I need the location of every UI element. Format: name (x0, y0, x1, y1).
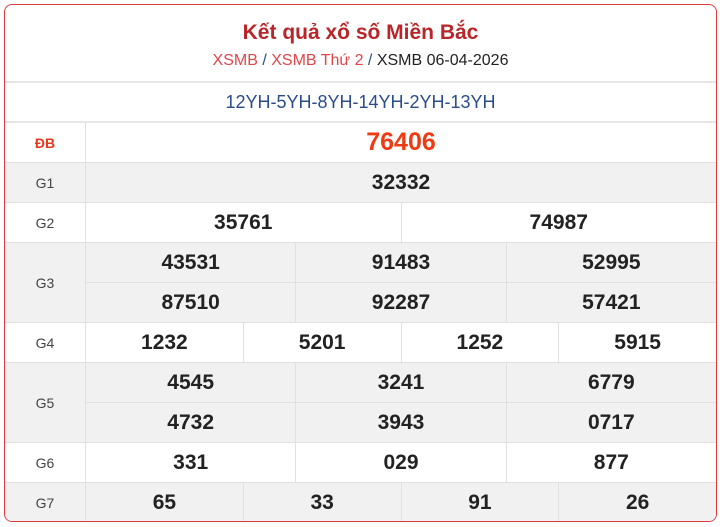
prize-number: 52995 (505, 243, 716, 282)
prize-table: ĐB 76406 G1 32332 G2 35761 74987 G3 43531 91483 52… (5, 123, 716, 521)
prize-line: 331 029 877 (86, 443, 716, 482)
prize-number: 92287 (295, 283, 505, 322)
results-header: Kết quả xổ số Miền Bắc XSMB / XSMB Thứ 2… (5, 5, 716, 83)
special-codes: 12YH-5YH-8YH-14YH-2YH-13YH (5, 83, 716, 123)
prize-line: 43531 91483 52995 (86, 243, 716, 282)
prize-row-db: ĐB 76406 (5, 123, 716, 163)
prize-row-g2: G2 35761 74987 (5, 203, 716, 243)
prize-number: 43531 (161, 250, 220, 274)
prize-label: ĐB (5, 123, 86, 162)
prize-number: 91 (400, 483, 559, 521)
breadcrumb-xsmb-thu-2[interactable]: XSMB Thứ 2 (271, 52, 364, 69)
prize-label: G5 (5, 363, 86, 442)
breadcrumb-separator: / (367, 52, 373, 69)
prize-number: 4545 (167, 370, 215, 394)
prize-number: 35761 (214, 210, 273, 234)
prize-number: 87510 (161, 290, 220, 314)
prize-label: G3 (5, 243, 86, 322)
breadcrumb-xsmb[interactable]: XSMB (212, 52, 258, 69)
prize-line: 76406 (86, 123, 716, 162)
prize-number: 029 (295, 443, 505, 482)
prize-line: 35761 74987 (86, 203, 716, 242)
prize-number: 65 (152, 490, 177, 514)
prize-number: 3943 (295, 403, 505, 442)
prize-number: 6779 (505, 363, 716, 402)
prize-number: 26 (558, 483, 716, 521)
prize-line: 87510 92287 57421 (86, 282, 716, 322)
prize-row-g6: G6 331 029 877 (5, 443, 716, 483)
breadcrumb-current: XSMB 06-04-2026 (376, 52, 509, 69)
prize-line: 32332 (86, 163, 716, 202)
prize-label: G7 (5, 483, 86, 521)
prize-number: 331 (173, 450, 209, 474)
prize-line: 4545 3241 6779 (86, 363, 716, 402)
prize-number: 877 (505, 443, 716, 482)
prize-number: 33 (242, 483, 401, 521)
prize-number: 74987 (400, 203, 717, 242)
prize-number: 0717 (505, 403, 716, 442)
breadcrumb: XSMB / XSMB Thứ 2 / XSMB 06-04-2026 (5, 52, 716, 70)
prize-row-g4: G4 1232 5201 1252 5915 (5, 323, 716, 363)
prize-label: G1 (5, 163, 86, 202)
prize-line: 65 33 91 26 (86, 483, 716, 521)
results-card: Kết quả xổ số Miền Bắc XSMB / XSMB Thứ 2… (4, 4, 717, 522)
prize-number: 32332 (371, 170, 431, 194)
prize-number: 91483 (295, 243, 505, 282)
prize-number: 1252 (400, 323, 559, 362)
prize-line: 1232 5201 1252 5915 (86, 323, 716, 362)
prize-row-g3: G3 43531 91483 52995 87510 92287 57421 (5, 243, 716, 323)
prize-number: 5915 (558, 323, 716, 362)
prize-row-g7: G7 65 33 91 26 (5, 483, 716, 521)
prize-number: 5201 (242, 323, 401, 362)
prize-number: 76406 (366, 128, 436, 156)
prize-label: G6 (5, 443, 86, 482)
prize-number: 4732 (167, 410, 215, 434)
prize-label: G2 (5, 203, 86, 242)
prize-row-g1: G1 32332 (5, 163, 716, 203)
prize-row-g5: G5 4545 3241 6779 4732 3943 0717 (5, 363, 716, 443)
prize-number: 57421 (505, 283, 716, 322)
breadcrumb-separator: / (262, 52, 267, 69)
prize-label: G4 (5, 323, 86, 362)
prize-line: 4732 3943 0717 (86, 402, 716, 442)
prize-number: 3241 (295, 363, 505, 402)
prize-number: 1232 (141, 330, 188, 354)
page-title: Kết quả xổ số Miền Bắc (242, 21, 479, 44)
